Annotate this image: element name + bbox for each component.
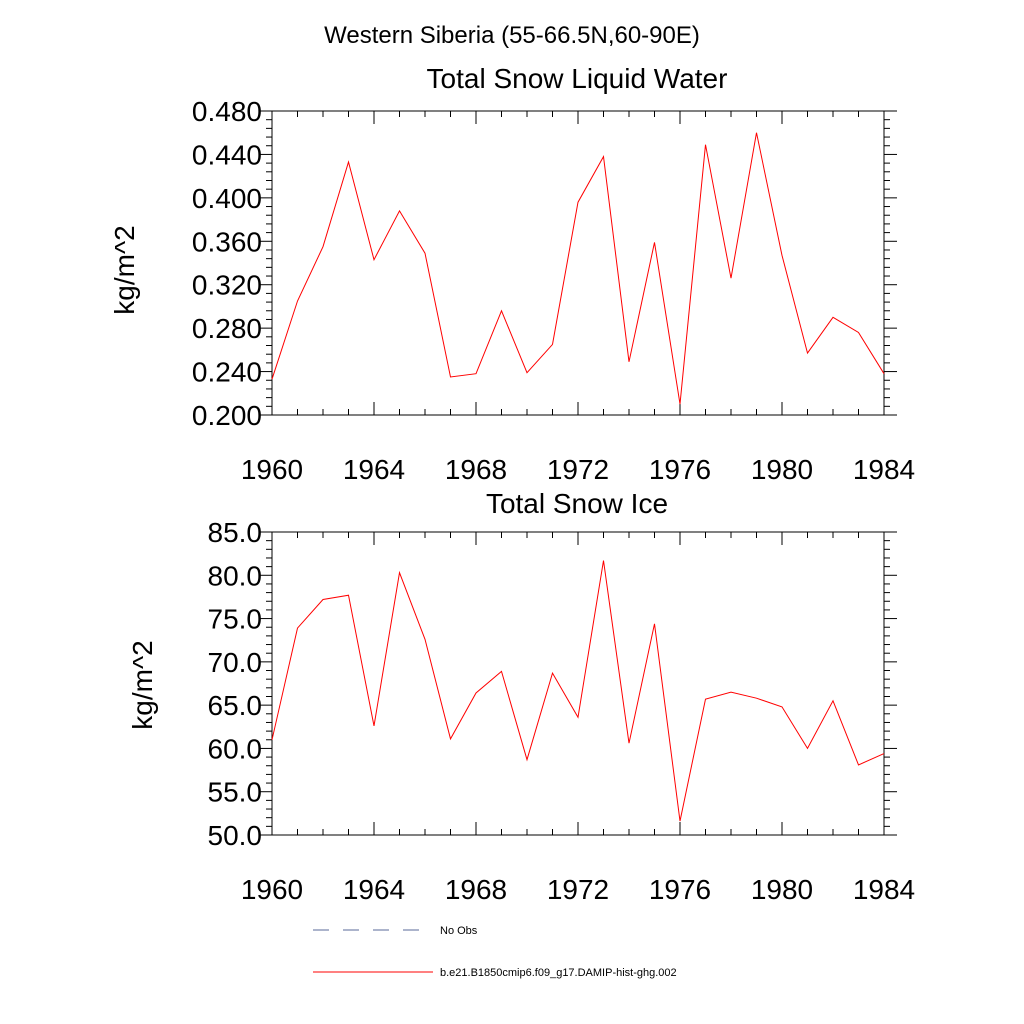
panel-title: Total Snow Liquid Water: [427, 63, 728, 94]
x-tick-label: 1972: [547, 874, 609, 905]
y-tick-label: 75.0: [208, 604, 263, 635]
x-tick-label: 1968: [445, 874, 507, 905]
y-tick-label: 70.0: [208, 647, 263, 678]
legend: No Obs b.e21.B1850cmip6.f09_g17.DAMIP-hi…: [313, 925, 677, 979]
x-tick-label: 1984: [853, 874, 915, 905]
x-tick-label: 1976: [649, 874, 711, 905]
y-axis-label: kg/m^2: [127, 640, 158, 729]
y-tick-label: 0.280: [192, 313, 262, 344]
x-tick-label: 1960: [241, 454, 303, 485]
y-tick-label: 50.0: [208, 820, 263, 851]
panel-snow-ice: Total Snow Ice kg/m^2 1960 1964 1968 1972 19…: [127, 488, 915, 905]
x-tick-label: 1980: [751, 874, 813, 905]
plot-frame: [271, 110, 885, 416]
plot-frame: [271, 531, 885, 836]
y-tick-label: 0.240: [192, 357, 262, 388]
x-tick-label: 1960: [241, 874, 303, 905]
figure-suptitle: Western Siberia (55-66.5N,60-90E): [324, 22, 700, 49]
series-line: [271, 132, 885, 405]
y-tick-label: 85.0: [208, 517, 263, 548]
x-tick-label: 1980: [751, 454, 813, 485]
legend-label-no-obs: No Obs: [440, 925, 478, 937]
x-tick-label: 1964: [343, 454, 405, 485]
y-tick-label: 0.440: [192, 139, 262, 170]
y-tick-label: 0.360: [192, 226, 262, 257]
x-tick-label: 1976: [649, 454, 711, 485]
y-tick-label: 80.0: [208, 560, 263, 591]
x-tick-label: 1972: [547, 454, 609, 485]
panel-snow-liquid-water: Total Snow Liquid Water kg/m^2 1960 1964 1…: [109, 63, 915, 485]
x-tick-label: 1964: [343, 874, 405, 905]
y-axis-label: kg/m^2: [109, 225, 140, 314]
x-tick-label: 1984: [853, 454, 915, 485]
legend-label-model: b.e21.B1850cmip6.f09_g17.DAMIP-hist-ghg.…: [440, 967, 677, 979]
y-tick-label: 0.320: [192, 270, 262, 301]
y-tick-label: 0.200: [192, 400, 262, 431]
y-tick-label: 0.480: [192, 96, 262, 127]
y-tick-label: 55.0: [208, 777, 263, 808]
y-tick-label: 60.0: [208, 733, 263, 764]
y-tick-label: 65.0: [208, 690, 263, 721]
y-tick-label: 0.400: [192, 183, 262, 214]
panel-title: Total Snow Ice: [486, 488, 668, 519]
x-tick-label: 1968: [445, 454, 507, 485]
series-line: [271, 560, 885, 822]
